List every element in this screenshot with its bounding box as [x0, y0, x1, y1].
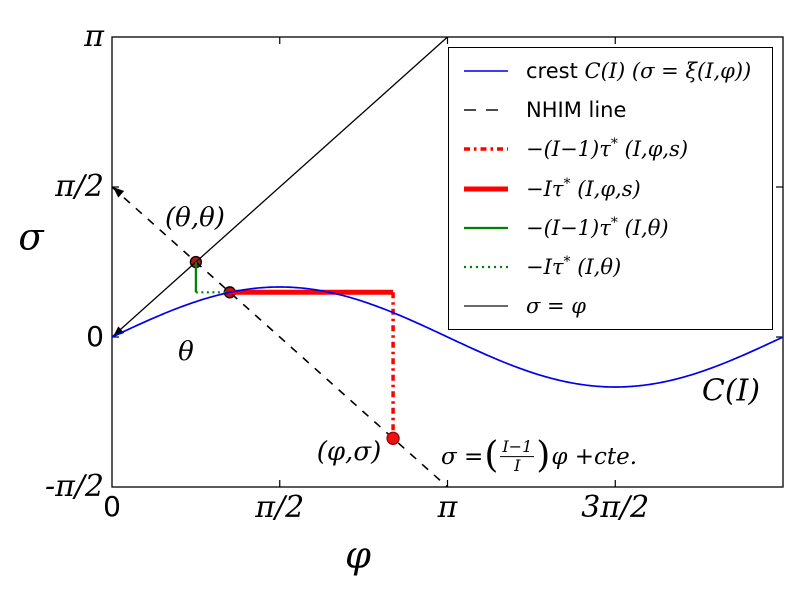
- legend-entry-2: −(I−1)τ* (I,φ,s): [449, 130, 772, 168]
- equation-close-paren: ): [536, 435, 551, 477]
- legend-entry-3: −Iτ* (I,φ,s): [449, 170, 772, 208]
- phi-sigma-point: [386, 431, 400, 445]
- series-crest: [111, 286, 784, 388]
- annotation-phi-sigma: (φ,σ): [316, 436, 382, 467]
- legend-label-3: −Iτ* (I,φ,s): [526, 175, 641, 201]
- legend-line-sample-6: [464, 305, 508, 307]
- legend-line-sample-2: [464, 147, 508, 152]
- annotation-theta: θ: [178, 336, 194, 367]
- y-tick-label-1: π/2: [55, 169, 104, 204]
- legend-label-2: −(I−1)τ* (I,φ,s): [526, 136, 689, 162]
- y-tick-label-3: -π/2: [44, 469, 104, 504]
- annotation-theta-theta: (θ,θ): [165, 203, 225, 234]
- x-tick-label-3: 3π/2: [581, 490, 650, 525]
- annotation-nhim-line-equation: σ = ( I−1 I ) φ +cte.: [441, 435, 638, 477]
- equation-denominator: I: [514, 456, 521, 476]
- series-sigma-eq-phi: [111, 36, 448, 338]
- legend-line-sample-1: [464, 109, 508, 112]
- equation-fraction: I−1 I: [500, 437, 535, 476]
- y-axis-label: σ: [18, 215, 44, 259]
- y-tick-label-2: 0: [86, 320, 104, 353]
- equation-lhs: σ =: [441, 444, 484, 471]
- legend-entry-0: crest C(I) (σ = ξ(I,φ)): [449, 52, 772, 90]
- legend-line-sample-0: [464, 70, 508, 72]
- equation-open-paren: (: [484, 435, 499, 477]
- y-tick-label-0: π: [84, 19, 104, 54]
- legend-entry-1: NHIM line: [449, 91, 772, 129]
- x-axis-label: φ: [345, 533, 371, 577]
- x-tick-label-1: π/2: [255, 490, 305, 525]
- legend-line-sample-5: [464, 265, 508, 268]
- legend-entry-6: σ = φ: [449, 287, 772, 325]
- legend-entry-4: −(I−1)τ* (I,θ): [449, 209, 772, 247]
- legend-line-sample-3: [464, 186, 508, 191]
- legend-entry-5: −Iτ* (I,θ): [449, 248, 772, 286]
- x-tick-label-0: 0: [103, 490, 121, 523]
- legend-label-0: crest C(I) (σ = ξ(I,φ)): [526, 59, 752, 84]
- equation-rhs: φ +cte.: [551, 444, 638, 471]
- equation-numerator: I−1: [500, 437, 535, 458]
- legend-label-6: σ = φ: [526, 293, 586, 318]
- legend: crest C(I) (σ = ξ(I,φ)) NHIM line −(I−1)τ*…: [448, 47, 773, 330]
- arrowhead-nhim: [113, 187, 125, 198]
- annotation-crest-curve-label: C(I): [701, 373, 761, 409]
- legend-label-4: −(I−1)τ* (I,θ): [526, 214, 669, 240]
- x-tick-label-2: π: [437, 490, 458, 525]
- legend-label-5: −Iτ* (I,θ): [526, 253, 622, 279]
- legend-line-sample-4: [464, 226, 508, 229]
- legend-label-1: NHIM line: [526, 98, 627, 123]
